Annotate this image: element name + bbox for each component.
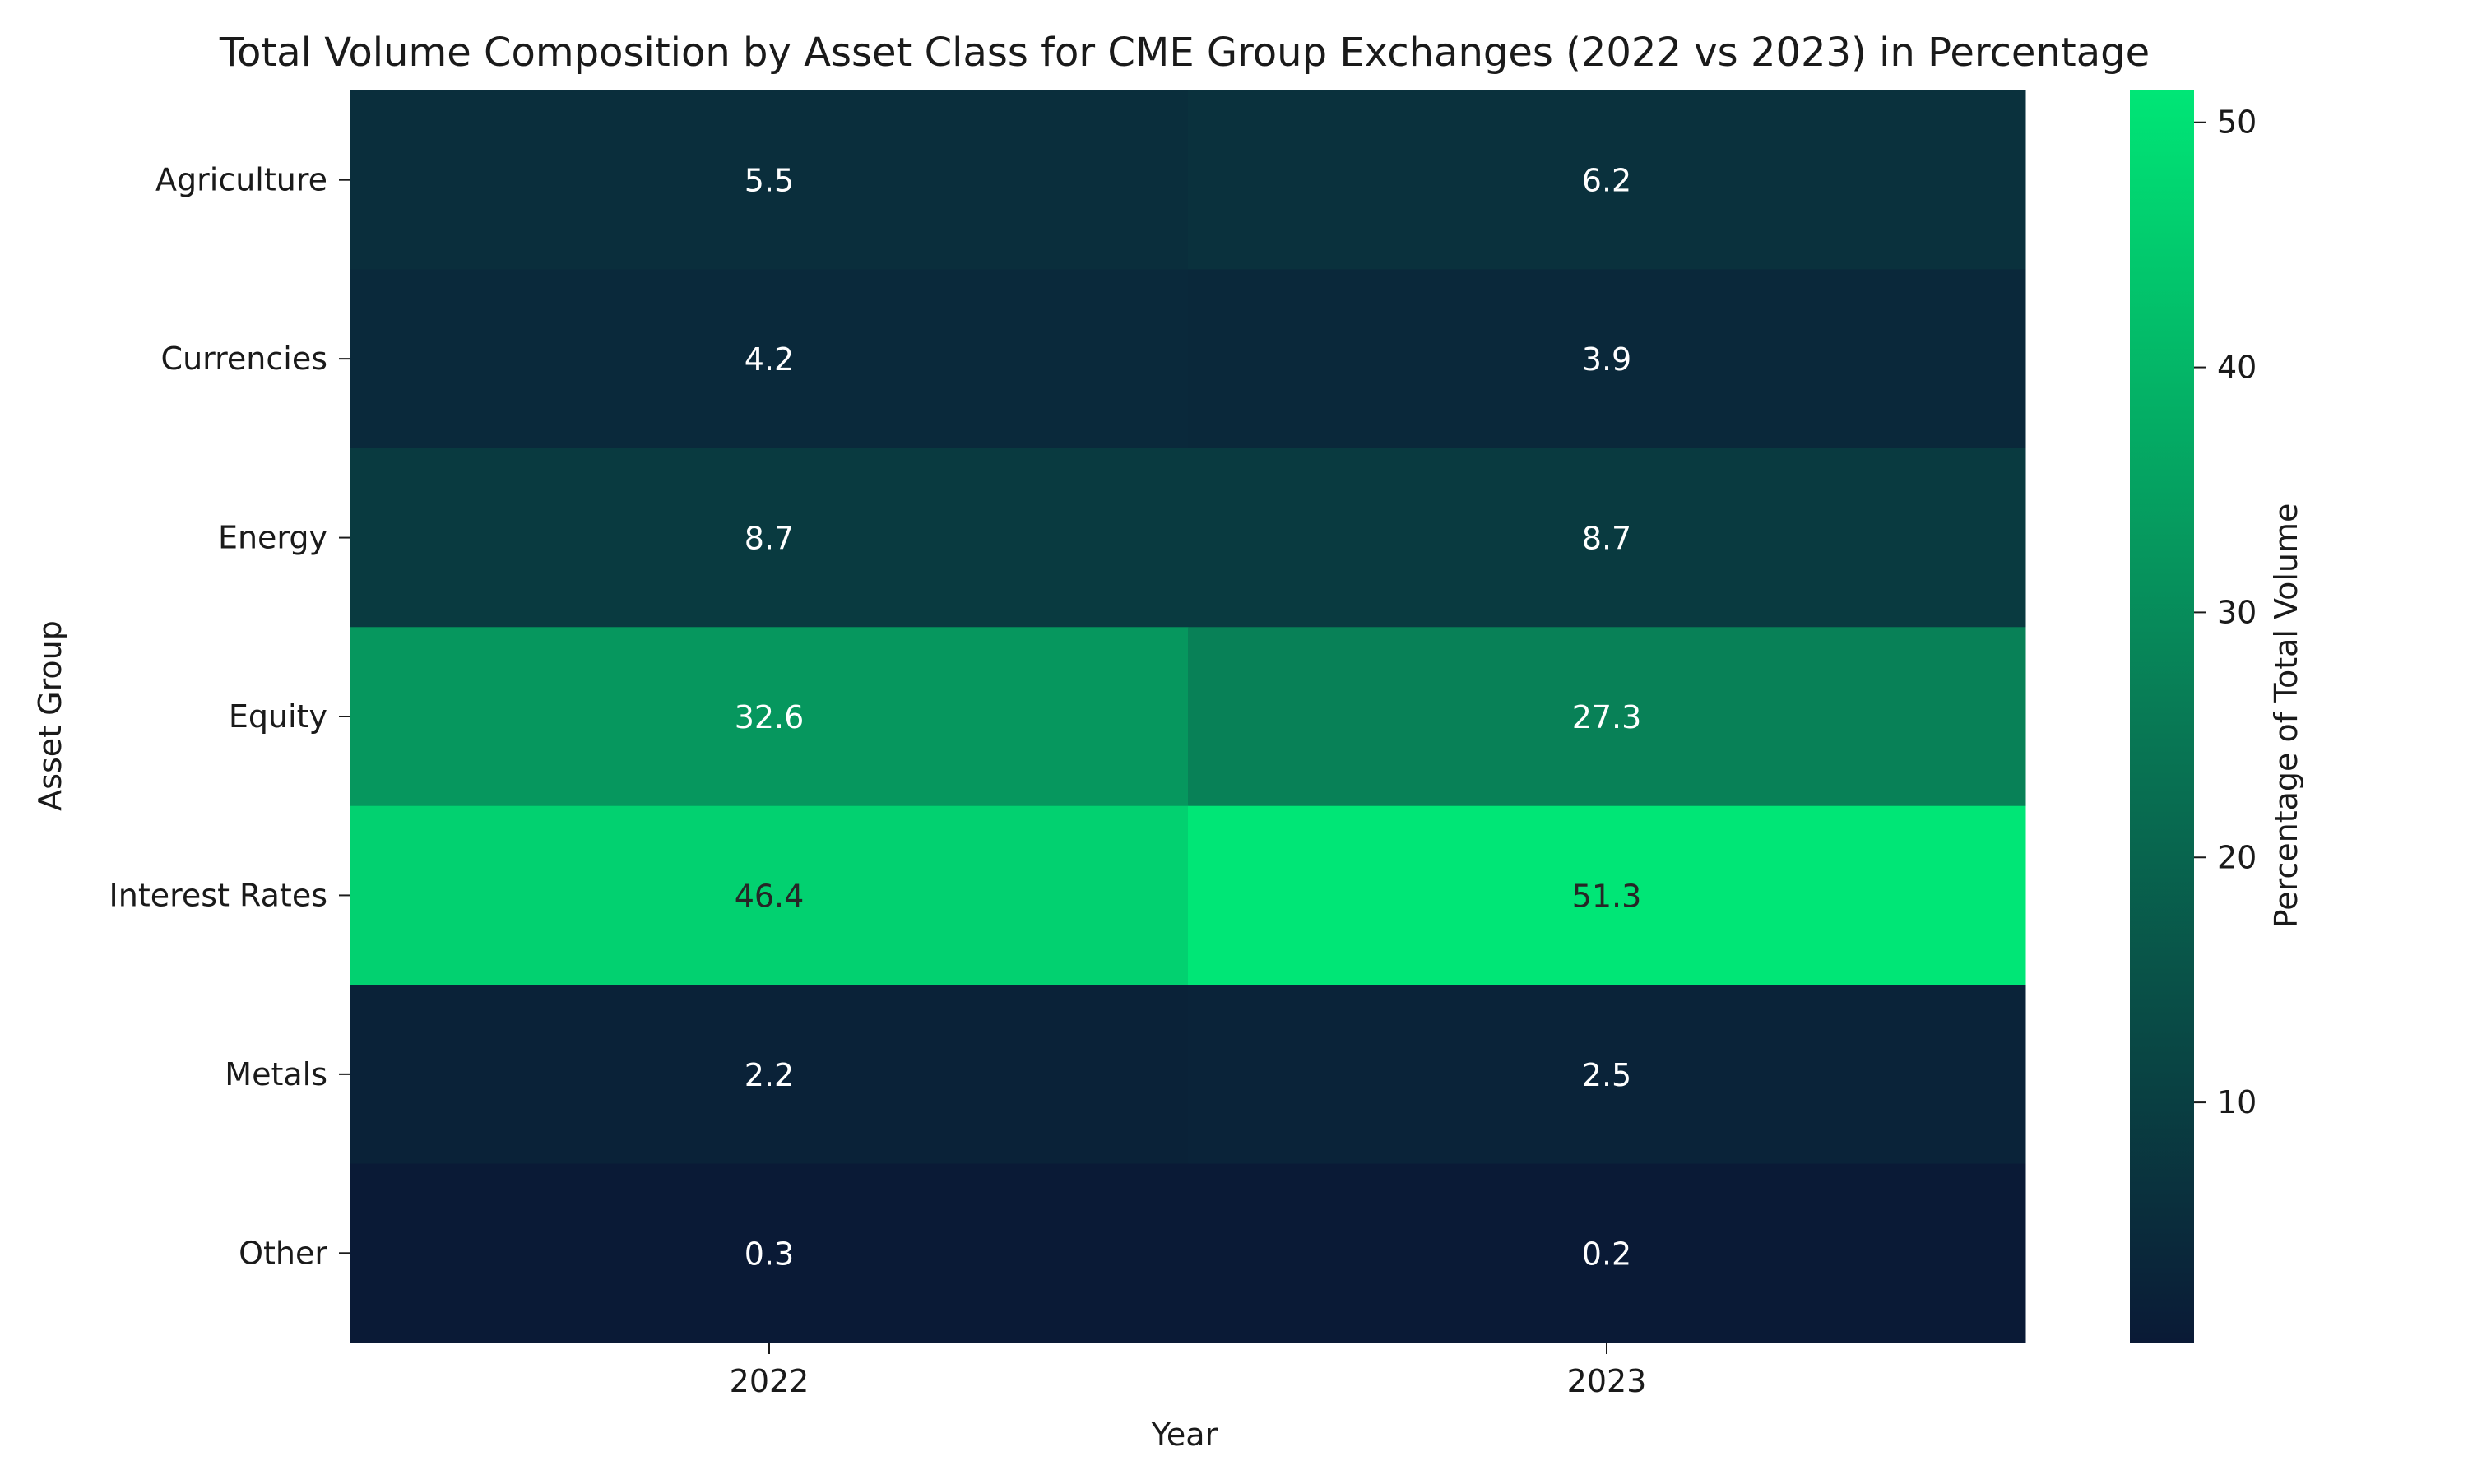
heatmap-cell <box>350 805 1189 985</box>
heatmap-cell <box>1188 90 2026 270</box>
colorbar-gradient <box>2130 90 2194 1343</box>
cell-value-label: 5.5 <box>745 163 794 199</box>
cell-value-label: 8.7 <box>745 521 794 557</box>
cell-value-label: 51.3 <box>1572 878 1642 914</box>
y-tick-label: Currencies <box>161 341 327 377</box>
colorbar-label: Percentage of Total Volume <box>2268 503 2304 929</box>
x-tick-label: 2023 <box>1567 1363 1647 1399</box>
cell-value-label: 32.6 <box>735 699 805 735</box>
heatmap-cell <box>350 448 1189 628</box>
y-tick-label: Metals <box>225 1056 327 1092</box>
heatmap-cell <box>1188 269 2026 449</box>
heatmap-cell <box>350 269 1189 449</box>
colorbar-tick-label: 30 <box>2217 594 2257 630</box>
heatmap-cell <box>1188 448 2026 628</box>
colorbar: 10 20 30 40 50 <box>2130 90 2257 1343</box>
heatmap-cell <box>1188 1163 2026 1343</box>
cell-value-label: 6.2 <box>1582 163 1631 199</box>
y-axis: Agriculture Currencies Energy Equity Interes… <box>109 162 350 1271</box>
colorbar-tick-label: 10 <box>2217 1084 2257 1120</box>
heatmap-cell <box>1188 805 2026 985</box>
y-tick-label: Agriculture <box>155 162 327 198</box>
chart-title: Total Volume Composition by Asset Class … <box>219 30 2150 76</box>
cell-value-label: 3.9 <box>1582 341 1631 378</box>
cell-value-label: 0.2 <box>1582 1236 1631 1272</box>
y-tick-label: Equity <box>229 698 327 735</box>
heatmap-cell <box>1188 627 2026 807</box>
cell-value-label: 46.4 <box>735 878 805 914</box>
heatmap-cell <box>1188 985 2026 1165</box>
heatmap-cell <box>350 627 1189 807</box>
cell-value-label: 0.3 <box>745 1236 794 1272</box>
y-tick-label: Energy <box>218 520 327 556</box>
cell-value-label: 4.2 <box>745 341 794 378</box>
heatmap-cell <box>350 90 1189 270</box>
y-tick-label: Other <box>239 1235 327 1271</box>
cell-value-label: 2.2 <box>745 1057 794 1093</box>
y-axis-label: Asset Group <box>32 620 68 811</box>
colorbar-tick-label: 20 <box>2217 839 2257 875</box>
heatmap-cell <box>350 985 1189 1165</box>
x-axis-label: Year <box>1151 1417 1218 1453</box>
heatmap-cells <box>350 90 2026 1343</box>
colorbar-tick-label: 50 <box>2217 104 2257 141</box>
cell-value-label: 27.3 <box>1572 699 1642 735</box>
cell-value-label: 8.7 <box>1582 521 1631 557</box>
x-tick-label: 2022 <box>730 1363 810 1399</box>
y-tick-label: Interest Rates <box>109 877 327 913</box>
colorbar-tick-label: 40 <box>2217 350 2257 386</box>
cell-value-label: 2.5 <box>1582 1057 1631 1093</box>
x-axis: 2022 2023 <box>730 1343 1647 1399</box>
heatmap-cell-labels: 5.5 6.2 4.2 3.9 8.7 8.7 32.6 27.3 46.4 51.3 2.2 2.5… <box>735 163 1642 1273</box>
heatmap-cell <box>350 1163 1189 1343</box>
